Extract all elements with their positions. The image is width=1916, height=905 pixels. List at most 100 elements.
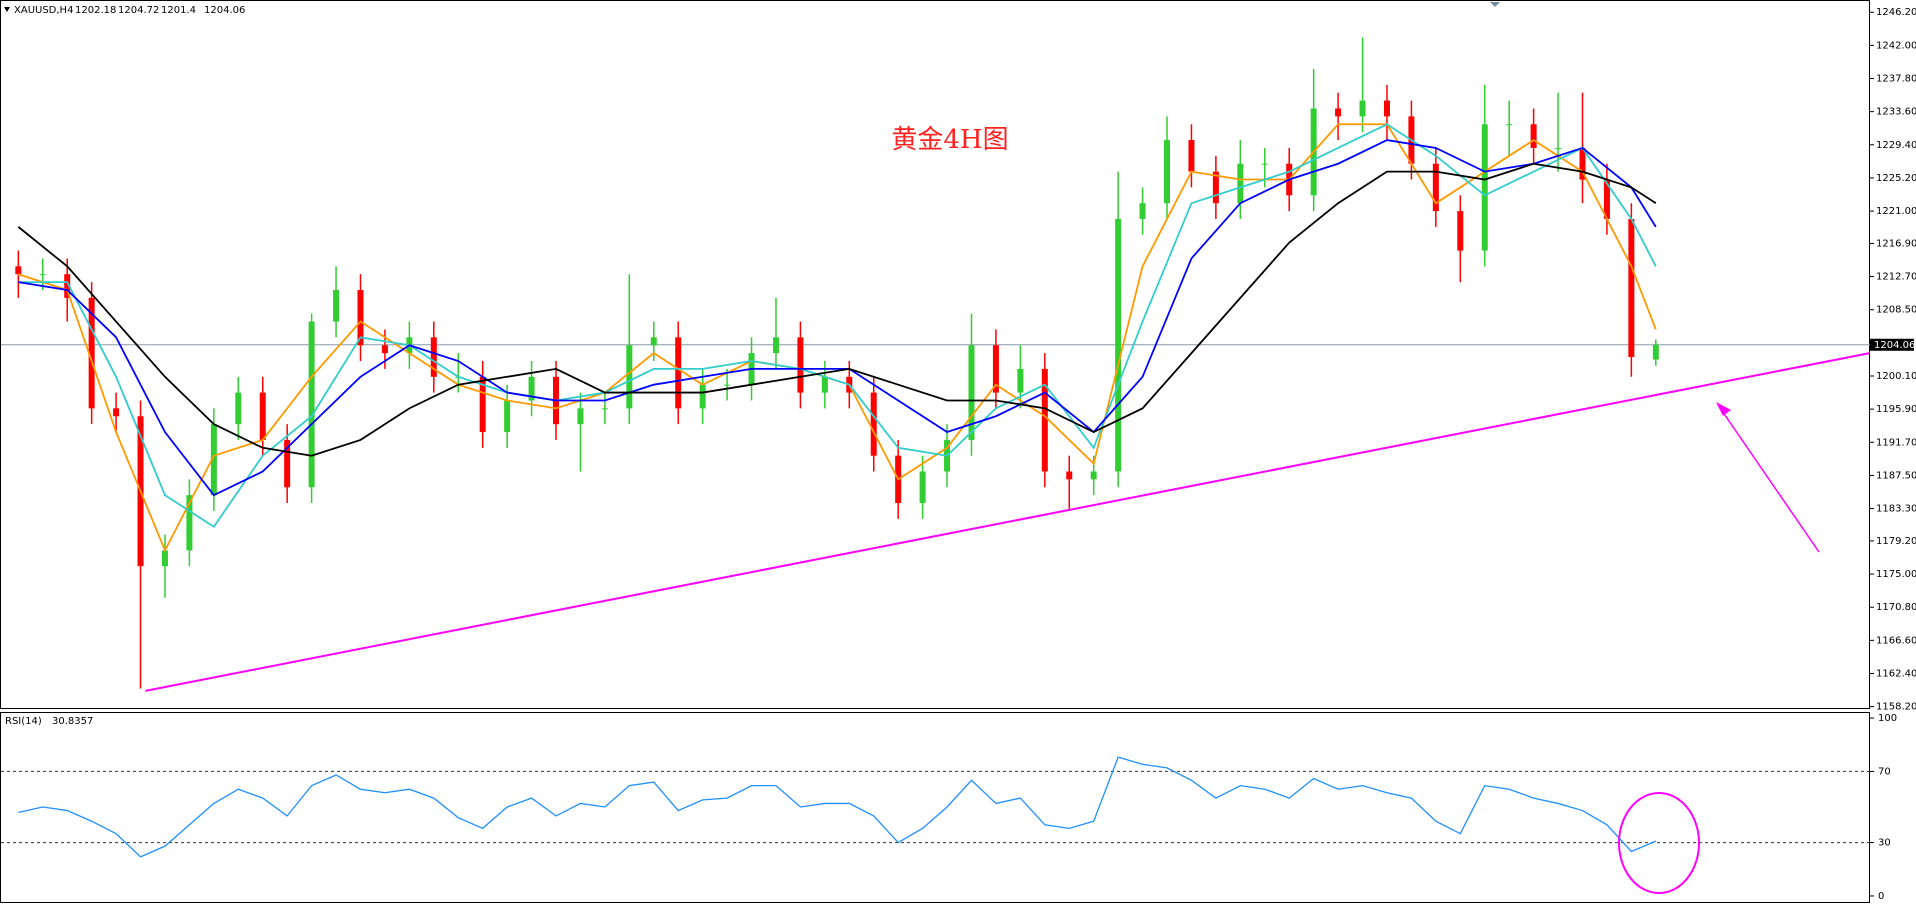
candle-body (650, 337, 657, 346)
candle-body (1115, 218, 1122, 472)
y-tick-label: 1166.60 (1876, 635, 1916, 646)
candle-body (1457, 211, 1464, 251)
candle-body (699, 384, 706, 409)
y-tick-label: 1175.00 (1876, 569, 1916, 580)
y-tick-label: 1216.90 (1876, 238, 1916, 249)
candle-body (1555, 147, 1562, 149)
annotation: 黄金4H图 (891, 125, 1008, 155)
candle-body (1335, 108, 1342, 117)
candle-body (479, 376, 486, 433)
candle-body (797, 337, 804, 393)
candle-body (1041, 368, 1048, 472)
candle-body (992, 345, 999, 393)
candle-body (1628, 218, 1635, 358)
rsi-value: 30.8357 (52, 716, 93, 727)
y-tick-label: 1208.50 (1876, 305, 1916, 316)
y-tick-label: 1221.00 (1876, 206, 1916, 217)
candle-body (1432, 163, 1439, 212)
candle-body (1212, 171, 1219, 204)
y-tick-label: 30 (1878, 838, 1891, 849)
candle-body (1652, 344, 1659, 360)
candle-body (772, 337, 779, 354)
candle-body (15, 266, 22, 275)
candle-body (1359, 100, 1366, 117)
shift-marker (1490, 2, 1500, 7)
y-tick-label: 1233.60 (1876, 107, 1916, 118)
main-panel (0, 0, 1870, 709)
y-tick-label: 1212.70 (1876, 272, 1916, 283)
moving-average (17, 162, 1657, 457)
candle-body (1603, 179, 1610, 219)
y-tick-label: 1200.10 (1876, 371, 1916, 382)
candle-body (821, 376, 828, 393)
candle-body (724, 384, 731, 386)
y-tick-label: 1179.20 (1876, 536, 1916, 547)
y-tick-label: 1237.80 (1876, 74, 1916, 85)
candle-body (113, 408, 120, 417)
y-tick-label: 100 (1878, 713, 1897, 724)
candle-body (1383, 100, 1390, 117)
y-tick-label: 1191.70 (1876, 437, 1916, 448)
y-tick-label: 70 (1878, 766, 1891, 777)
candle-body (870, 392, 877, 456)
price-tag (1870, 338, 1914, 351)
ohlc-high: 1204.72 (118, 5, 159, 16)
y-tick-label: 1162.40 (1876, 668, 1916, 679)
candle-body (626, 345, 633, 409)
candle-body (1139, 203, 1146, 219)
ohlc-close: 1204.06 (204, 5, 245, 16)
candle-body (259, 392, 266, 440)
candle-body (1579, 147, 1586, 180)
candle-body (64, 274, 71, 298)
rsi-line (18, 756, 1657, 858)
candle-body (235, 392, 242, 425)
candle-body (39, 274, 46, 276)
highlight-circle (1618, 792, 1700, 894)
ohlc-open: 1202.18 (75, 5, 116, 16)
candle-body (528, 376, 535, 401)
candle-body (430, 337, 437, 377)
y-tick-label: 1183.30 (1876, 504, 1916, 515)
y-tick-label: 1229.40 (1876, 140, 1916, 151)
y-tick-label: 1187.50 (1876, 470, 1916, 481)
candle-body (1066, 471, 1073, 480)
rsi-label: RSI(14) (5, 716, 42, 727)
candle-body (968, 345, 975, 440)
menu-arrow (4, 7, 10, 12)
candle-body (186, 495, 193, 551)
candle-body (675, 337, 682, 409)
candle-body (161, 550, 168, 567)
candle-body (1261, 163, 1268, 165)
candle-body (308, 321, 315, 488)
candle-body (333, 289, 340, 322)
y-tick-label: 1225.20 (1876, 173, 1916, 184)
candle-body (1237, 163, 1244, 204)
ohlc-low: 1201.4 (161, 5, 196, 16)
candle-body (88, 297, 95, 409)
moving-average (18, 123, 1657, 528)
rsi-panel (0, 712, 1870, 903)
y-tick-label: 0 (1878, 891, 1884, 902)
candle-body (210, 424, 217, 496)
candle-body (1481, 124, 1488, 251)
price-tag-label: 1204.06 (1874, 340, 1915, 351)
y-tick-label: 1158.20 (1876, 702, 1916, 713)
y-tick-label: 1246.20 (1876, 7, 1916, 18)
candle-body (577, 408, 584, 425)
candle-body (357, 289, 364, 346)
y-tick-label: 1195.90 (1876, 404, 1916, 415)
candle-body (504, 400, 511, 433)
candle-body (381, 345, 388, 354)
candle-body (1506, 124, 1513, 126)
y-tick-label: 1242.00 (1876, 40, 1916, 51)
candle-body (1188, 140, 1195, 172)
candle-body (284, 439, 291, 488)
candle-body (601, 408, 608, 410)
candle-body (1530, 124, 1537, 148)
y-tick-label: 1170.80 (1876, 602, 1916, 613)
symbol: XAUUSD,H4 (14, 5, 73, 16)
trendline (145, 352, 1870, 692)
candle-body (919, 471, 926, 504)
arrow-head (1716, 402, 1731, 416)
